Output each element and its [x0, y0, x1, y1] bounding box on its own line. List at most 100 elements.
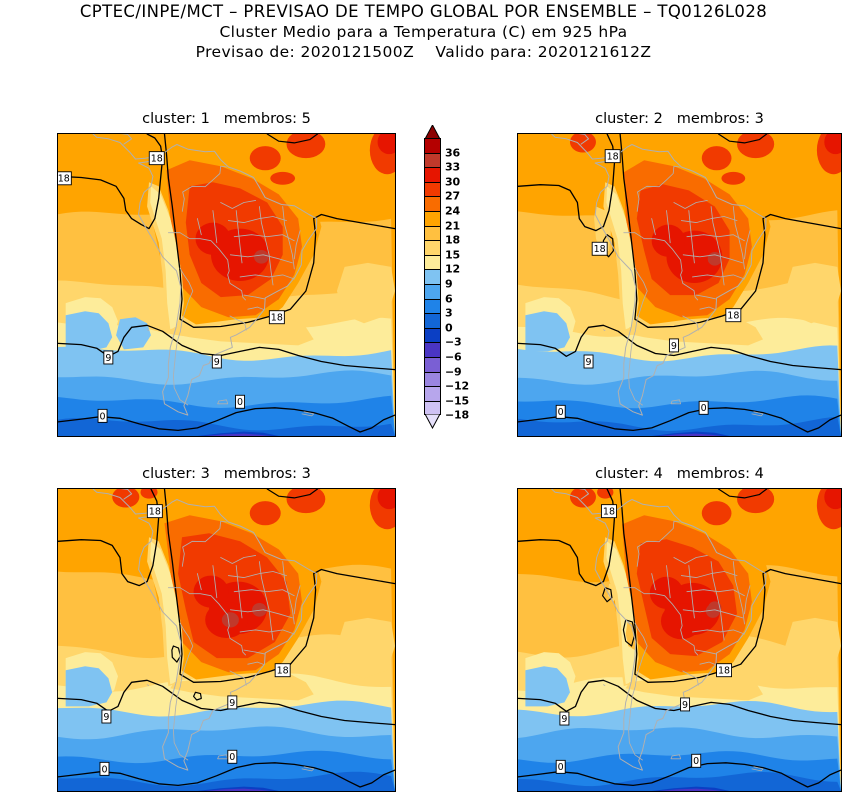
x-axis-tick: [563, 791, 564, 792]
x-axis-tick: [748, 436, 749, 437]
colorbar-tick-label: 9: [445, 277, 453, 291]
contour-band: [150, 541, 182, 685]
contour-band: [65, 666, 113, 707]
svg-text:18: 18: [727, 311, 739, 322]
contour-line: [239, 274, 295, 280]
map-plot-area[interactable]: 15N10N5NEQ5S10S15S20S25S30S35S40S45S50S5…: [517, 133, 842, 437]
svg-text:18: 18: [149, 507, 161, 518]
svg-text:0: 0: [701, 403, 707, 414]
contour-line: [578, 134, 589, 145]
x-axis-tick: [563, 436, 564, 437]
panel-cluster-4[interactable]: cluster: 4 membros: 4 15N10N5NEQ5S10S15S…: [517, 466, 842, 792]
contour-band: [116, 317, 151, 350]
header-line-1: CPTEC/INPE/MCT – PREVISAO DE TEMPO GLOBA…: [79, 2, 768, 21]
contour-line: [229, 609, 293, 619]
contour-label: 9: [101, 709, 112, 724]
contour-line: [717, 134, 768, 144]
x-axis-tick: [711, 791, 712, 792]
colorbar-band: [424, 138, 441, 153]
colorbar-band: [424, 240, 441, 255]
contour-line: [301, 766, 315, 772]
contour-band: [193, 575, 229, 608]
svg-text:9: 9: [586, 357, 592, 368]
contour-band: [701, 501, 732, 526]
contour-label: 0: [227, 749, 238, 764]
colorbar-band: [424, 152, 441, 168]
contour-band: [525, 311, 570, 352]
contour-line: [601, 587, 613, 603]
colorbar-band: [424, 386, 441, 401]
contour-line: [227, 571, 287, 579]
contour-line: [243, 649, 266, 655]
header-line-2: Cluster Medio para a Temperatura (C) em …: [219, 23, 628, 41]
x-axis-tick: [600, 791, 601, 792]
contour-line: [196, 218, 202, 236]
contour-line: [686, 589, 745, 597]
contour-line: [594, 499, 767, 771]
contour-band: [737, 489, 775, 514]
contour-line: [167, 587, 246, 656]
contour-band: [525, 666, 570, 707]
colorbar-tick-label: 24: [445, 204, 460, 218]
colorbar-band: [424, 356, 441, 372]
colorbar-tick-label: 21: [445, 219, 460, 233]
colorbar-band: [424, 400, 441, 416]
contour-line: [518, 324, 841, 371]
colorbar-band: [424, 181, 441, 197]
contour-label: 0: [555, 404, 566, 419]
contour-line: [751, 411, 764, 417]
contour-line: [258, 561, 274, 641]
x-axis-tick: [66, 791, 67, 792]
panel-cluster-1[interactable]: cluster: 1 membros: 5 15N10N5NEQ5S10S15S…: [57, 111, 396, 437]
contour-label: 18: [268, 310, 285, 325]
contour-line: [603, 329, 606, 331]
contour-label: 0: [97, 408, 108, 423]
x-axis-tick: [221, 436, 222, 437]
contour-line: [680, 216, 738, 224]
contour-line: [220, 554, 257, 564]
contour-line: [138, 499, 318, 771]
colorbar-band: [424, 269, 441, 284]
contour-band: [651, 224, 686, 257]
colorbar-tick-label: −6: [445, 350, 462, 364]
colorbar-tick-label: 12: [445, 262, 460, 276]
contour-line: [301, 411, 315, 417]
contour-line: [58, 489, 160, 587]
svg-text:9: 9: [103, 712, 109, 723]
contour-line: [578, 489, 589, 500]
svg-text:18: 18: [603, 507, 615, 518]
svg-text:9: 9: [671, 341, 677, 352]
contour-line: [666, 565, 671, 599]
contour-line: [227, 216, 287, 224]
x-axis-tick: [221, 791, 222, 792]
map-plot-area[interactable]: 15N10N5NEQ5S10S15S20S25S30S35S40S45S50S5…: [57, 488, 396, 792]
colorbar-band: [424, 210, 441, 226]
contour-band: [701, 146, 732, 171]
contour-line: [710, 561, 725, 641]
contour-line: [181, 520, 227, 567]
contour-line: [172, 622, 194, 761]
x-axis-tick: [259, 791, 260, 792]
x-axis-tick: [785, 791, 786, 792]
panel-title: cluster: 2 membros: 3: [595, 111, 764, 127]
contour-line: [628, 267, 648, 406]
contour-band: [377, 489, 395, 510]
contour-line: [692, 629, 745, 635]
contour-line: [695, 294, 718, 300]
contour-line: [744, 230, 751, 260]
map-plot-area[interactable]: 15N10N5NEQ5S10S15S20S25S30S35S40S45S50S5…: [57, 133, 396, 437]
panel-cluster-2[interactable]: cluster: 2 membros: 3 15N10N5NEQ5S10S15S…: [517, 111, 842, 437]
x-axis-tick: [376, 791, 377, 792]
contour-band: [737, 134, 775, 159]
contour-line: [258, 206, 274, 286]
panel-cluster-3[interactable]: cluster: 3 membros: 3 15N10N5NEQ5S10S15S…: [57, 466, 396, 792]
contour-line: [666, 210, 671, 244]
contour-band: [150, 186, 182, 330]
map-plot-area[interactable]: 15N10N5NEQ5S10S15S20S25S30S35S40S45S50S5…: [517, 488, 842, 792]
figure-header: CPTEC/INPE/MCT – PREVISAO DE TEMPO GLOBA…: [0, 0, 847, 62]
contour-label: 9: [668, 338, 679, 353]
colorbar-band: [424, 298, 441, 314]
contour-line: [686, 234, 745, 242]
x-axis-tick: [259, 436, 260, 437]
contour-line: [550, 489, 608, 515]
